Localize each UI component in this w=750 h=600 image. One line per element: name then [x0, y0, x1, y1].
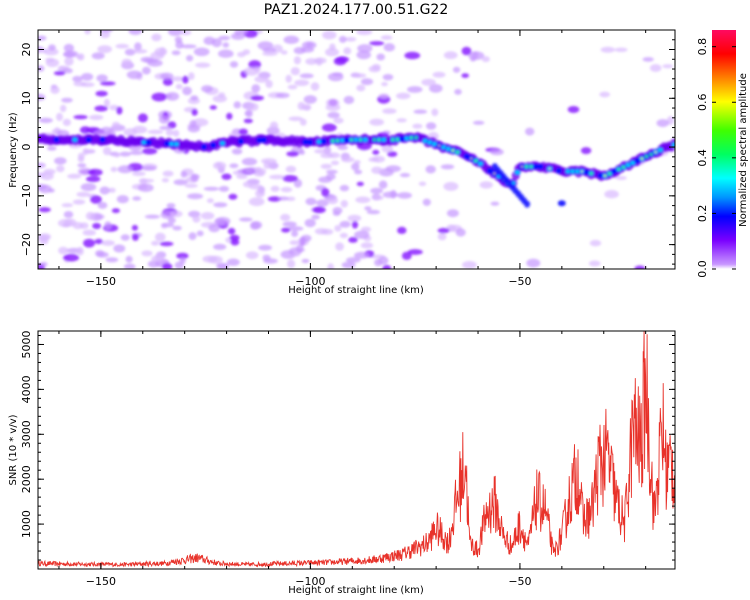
x-tick-label: −150 — [86, 575, 116, 588]
colorbar-tick-label: 0.0 — [696, 260, 709, 278]
spectrogram-frame — [37, 29, 676, 270]
x-tick-label: −100 — [295, 275, 325, 288]
snr-x-axis: −150 −100 −50 — [58, 331, 647, 588]
spectrogram-x-label: Height of straight line (km) — [288, 285, 424, 296]
y-tick-label: 0 — [20, 144, 33, 151]
y-tick-label: −20 — [20, 233, 33, 256]
y-tick-label: 4000 — [20, 375, 33, 403]
colorbar-tick-label: 0.2 — [696, 205, 709, 223]
snr-y-label: SNR (10 * v/v) — [8, 414, 19, 485]
y-tick-label: 20 — [20, 43, 33, 57]
y-tick-label: 5000 — [20, 330, 33, 358]
colorbar: 0.0 0.2 0.4 0.6 0.8 Normalized spectral ampl… — [696, 30, 749, 278]
snr-panel: −150 −100 −50 1000 2000 3000 4000 5000 Height … — [8, 330, 676, 596]
x-tick-label: −50 — [508, 575, 531, 588]
colorbar-tick-label: 0.6 — [696, 94, 709, 112]
colorbar-axis: 0.0 0.2 0.4 0.6 0.8 — [696, 38, 736, 278]
colorbar-tick-label: 0.4 — [696, 149, 709, 167]
x-tick-label: −50 — [508, 275, 531, 288]
spectrogram-x-axis: −150 −100 −50 — [58, 30, 647, 288]
spectrogram-y-axis: −20 −10 0 10 20 — [20, 29, 675, 265]
y-tick-label: −10 — [20, 184, 33, 207]
x-tick-label: −100 — [295, 575, 325, 588]
y-tick-label: 2000 — [20, 465, 33, 493]
colorbar-gradient — [712, 30, 736, 269]
snr-x-label: Height of straight line (km) — [288, 585, 424, 596]
snr-y-axis: 1000 2000 3000 4000 5000 — [20, 330, 675, 561]
colorbar-label: Normalized spectral amplitude — [738, 73, 749, 227]
y-tick-label: 3000 — [20, 420, 33, 448]
figure-title: PAZ1.2024.177.00.51.G22 — [264, 2, 449, 18]
colorbar-tick-label: 0.8 — [696, 38, 709, 56]
snr-frame — [37, 330, 676, 570]
spectrogram-y-label: Frequency (Hz) — [8, 112, 19, 188]
y-tick-label: 10 — [20, 91, 33, 105]
spectrogram-heatmap — [38, 30, 675, 269]
x-tick-label: −150 — [86, 275, 116, 288]
y-tick-label: 1000 — [20, 510, 33, 538]
snr-line — [38, 331, 675, 568]
